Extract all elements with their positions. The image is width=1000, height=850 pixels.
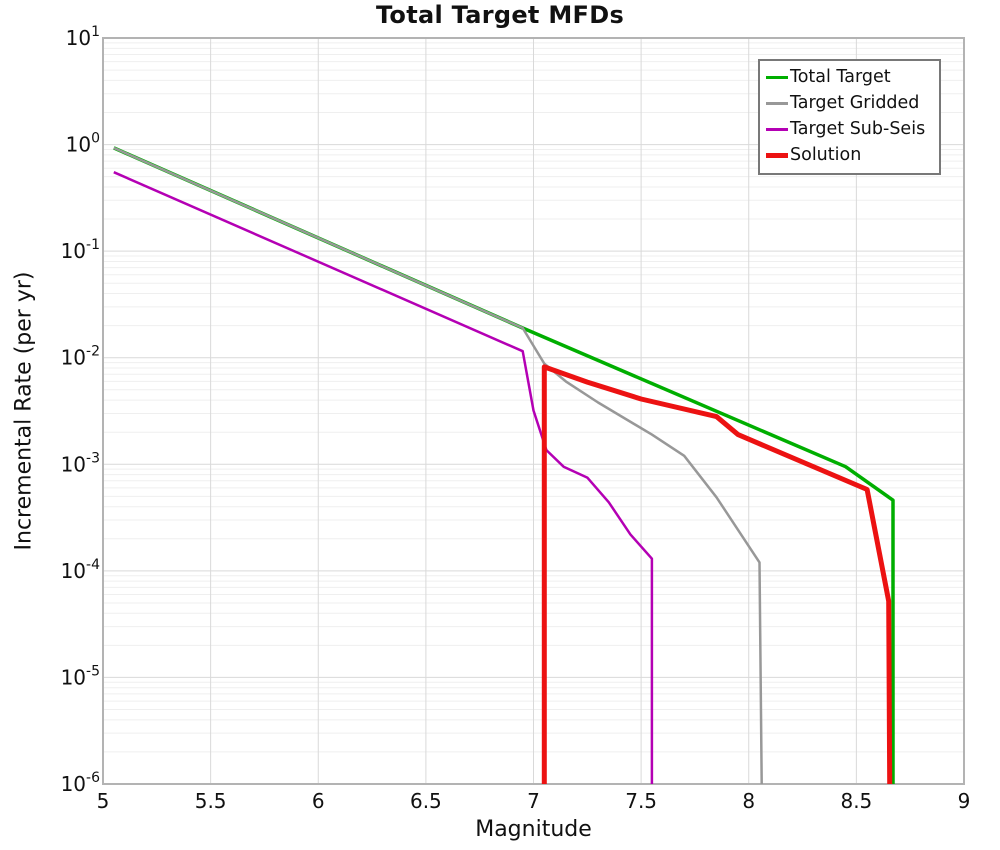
x-tick-label: 5.5 (195, 789, 227, 813)
x-tick-label: 6.5 (410, 789, 442, 813)
x-tick-label: 7.5 (625, 789, 657, 813)
x-tick-label: 6 (312, 789, 325, 813)
x-tick-label: 7 (527, 789, 540, 813)
y-tick-label: 10-5 (61, 663, 100, 689)
x-tick-label: 9 (958, 789, 971, 813)
legend-item-target-gridded: Target Gridded (766, 90, 935, 116)
legend-label: Total Target (790, 67, 891, 87)
legend-line-swatch (766, 127, 788, 131)
legend-label: Solution (790, 145, 862, 165)
legend-line-swatch (766, 152, 788, 158)
x-tick-label: 8.5 (840, 789, 872, 813)
y-tick-label: 10-6 (61, 770, 101, 796)
series-line-target-sub-seis (113, 171, 654, 784)
y-tick-label: 10-2 (61, 344, 100, 370)
y-tick-label: 10-1 (61, 237, 100, 263)
legend-line-swatch (766, 101, 788, 105)
x-tick-label: 8 (742, 789, 755, 813)
legend-item-target-sub-seis: Target Sub-Seis (766, 116, 935, 142)
x-tick-label: 5 (97, 789, 110, 813)
x-axis-label: Magnitude (475, 817, 592, 842)
legend-label: Target Sub-Seis (790, 119, 926, 139)
legend-item-solution: Solution (766, 142, 935, 168)
y-axis-label: Incremental Rate (per yr) (11, 271, 37, 551)
series-line-solution (541, 364, 893, 785)
legend-label: Target Gridded (790, 93, 920, 113)
legend-line-swatch (766, 75, 788, 79)
legend: Total Target Target Gridded Target Sub-Sei… (758, 59, 941, 175)
y-tick-label: 10-3 (61, 450, 100, 476)
y-tick-label: 100 (66, 131, 100, 157)
y-tick-label: 10-4 (61, 557, 101, 583)
series-line-target-gridded (113, 146, 763, 785)
chart-title: Total Target MFDs (375, 1, 625, 29)
series-line-total-target (113, 146, 895, 784)
plot-frame (102, 37, 965, 785)
legend-item-total-target: Total Target (766, 64, 935, 90)
